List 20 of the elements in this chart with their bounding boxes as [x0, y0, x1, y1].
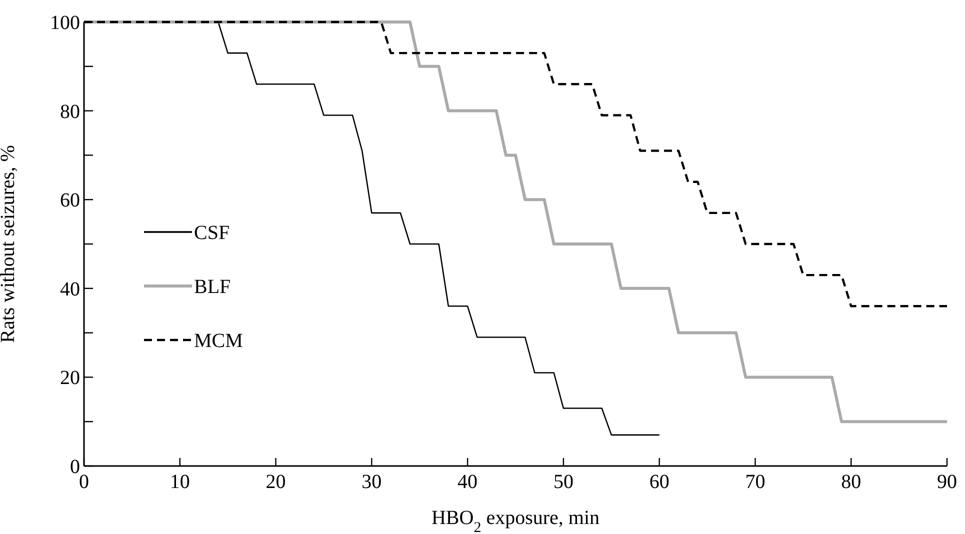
x-tick-label: 90 — [937, 471, 957, 493]
legend-label: MCM — [194, 330, 244, 352]
x-axis-title: HBO$_{2}$ exposure, min — [431, 507, 600, 534]
x-tick-label: 80 — [841, 471, 862, 493]
x-tick-label: 10 — [170, 471, 190, 493]
x-tick-label: 70 — [745, 471, 766, 493]
legend-label: BLF — [194, 276, 231, 298]
x-tick-label: 60 — [649, 471, 670, 493]
x-tick-label: 50 — [553, 471, 574, 493]
legend-label: CSF — [194, 222, 230, 244]
y-axis-title: Rats without seizures, % — [0, 145, 19, 343]
y-tick-label: 100 — [50, 12, 80, 34]
y-tick-label: 20 — [60, 367, 80, 390]
y-tick-label: 0 — [70, 456, 80, 478]
x-tick-label: 40 — [458, 471, 478, 493]
y-tick-label: 60 — [60, 190, 80, 212]
x-tick-label: 20 — [266, 471, 286, 493]
x-tick-label: 30 — [362, 471, 382, 493]
y-tick-label: 80 — [60, 100, 80, 123]
y-tick-label: 40 — [60, 278, 80, 300]
